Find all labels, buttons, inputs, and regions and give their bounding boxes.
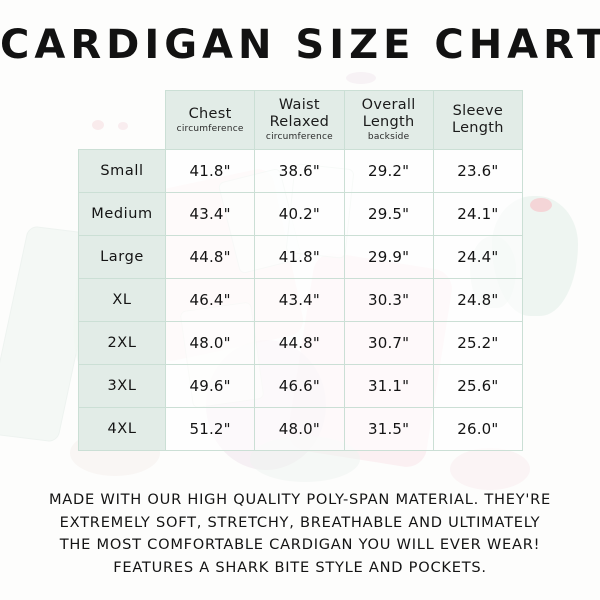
cell-chest: 44.8" <box>164 235 256 279</box>
description-line: MADE WITH OUR HIGH QUALITY POLY-SPAN MAT… <box>48 491 552 508</box>
table-row: XL 46.4" 43.4" 30.3" 24.8" <box>78 278 524 322</box>
cell-sleeve: 24.1" <box>432 192 524 236</box>
table-corner-cell <box>78 90 166 150</box>
table-row: 2XL 48.0" 44.8" 30.7" 25.2" <box>78 321 524 365</box>
row-size-label: 3XL <box>78 364 166 408</box>
cell-waist: 38.6" <box>254 149 345 193</box>
cell-chest: 49.6" <box>164 364 256 408</box>
cell-length: 31.5" <box>343 407 434 451</box>
table-body: Small 41.8" 38.6" 29.2" 23.6" Medium 43.… <box>78 149 524 451</box>
row-size-label: Small <box>78 149 166 193</box>
cell-chest: 51.2" <box>164 407 256 451</box>
cell-waist: 43.4" <box>254 278 345 322</box>
column-header-sleeve-length-label-line2: Length <box>451 120 504 136</box>
table-header: Chest circumference Waist Relaxed circum… <box>78 90 524 150</box>
cell-sleeve: 23.6" <box>432 149 524 193</box>
row-size-label: XL <box>78 278 166 322</box>
cell-waist: 48.0" <box>254 407 345 451</box>
watermark-dot <box>346 72 376 84</box>
size-chart-table-container: Chest circumference Waist Relaxed circum… <box>78 90 524 451</box>
column-header-sleeve-length-label-line1: Sleeve <box>452 103 504 119</box>
cell-waist: 46.6" <box>254 364 345 408</box>
watermark-dot <box>450 448 530 490</box>
table-row: Medium 43.4" 40.2" 29.5" 24.1" <box>78 192 524 236</box>
page-title: CARDIGAN SIZE CHART <box>0 22 600 68</box>
table-row: 4XL 51.2" 48.0" 31.5" 26.0" <box>78 407 524 451</box>
cell-length: 30.7" <box>343 321 434 365</box>
row-size-label: Medium <box>78 192 166 236</box>
row-size-label: 4XL <box>78 407 166 451</box>
column-header-waist-label-line1: Waist <box>278 97 320 113</box>
column-header-chest: Chest circumference <box>164 90 256 150</box>
cell-length: 31.1" <box>343 364 434 408</box>
description-line: THE MOST COMFORTABLE CARDIGAN YOU WILL E… <box>59 536 541 553</box>
column-header-waist-sublabel: circumference <box>265 132 333 142</box>
column-header-chest-sublabel: circumference <box>176 123 244 134</box>
cell-chest: 46.4" <box>164 278 256 322</box>
cell-sleeve: 25.2" <box>432 321 524 365</box>
cell-sleeve: 25.6" <box>432 364 524 408</box>
table-header-row: Chest circumference Waist Relaxed circum… <box>78 90 524 150</box>
cell-sleeve: 26.0" <box>432 407 524 451</box>
column-header-overall-length-label-line1: Overall <box>361 97 416 113</box>
cell-length: 29.2" <box>343 149 434 193</box>
cell-length: 30.3" <box>343 278 434 322</box>
description-line: FEATURES A SHARK BITE STYLE AND POCKETS. <box>113 558 487 576</box>
cell-waist: 41.8" <box>254 235 345 279</box>
cell-waist: 40.2" <box>254 192 345 236</box>
cell-length: 29.9" <box>343 235 434 279</box>
cell-chest: 48.0" <box>164 321 256 365</box>
column-header-waist-label-line2: Relaxed <box>269 114 330 130</box>
cell-chest: 43.4" <box>164 192 256 236</box>
column-header-waist: Waist Relaxed circumference <box>254 90 345 150</box>
row-size-label: Large <box>78 235 166 279</box>
column-header-overall-length-label-line2: Length <box>362 114 415 130</box>
size-chart-table: Chest circumference Waist Relaxed circum… <box>78 90 524 451</box>
column-header-overall-length: Overall Length backside <box>343 90 434 150</box>
product-description: MADE WITH OUR HIGH QUALITY POLY-SPAN MAT… <box>0 489 600 579</box>
cell-sleeve: 24.4" <box>432 235 524 279</box>
table-row: Small 41.8" 38.6" 29.2" 23.6" <box>78 149 524 193</box>
column-header-overall-length-sublabel: backside <box>367 132 410 142</box>
column-header-chest-label: Chest <box>188 105 232 122</box>
row-size-label: 2XL <box>78 321 166 365</box>
description-line: EXTREMELY SOFT, STRETCHY, BREATHABLE AND… <box>59 513 541 531</box>
cell-length: 29.5" <box>343 192 434 236</box>
cell-waist: 44.8" <box>254 321 345 365</box>
table-row: Large 44.8" 41.8" 29.9" 24.4" <box>78 235 524 279</box>
cell-sleeve: 24.8" <box>432 278 524 322</box>
watermark-flower-icon <box>530 198 552 212</box>
column-header-sleeve-length: Sleeve Length <box>432 90 524 150</box>
table-row: 3XL 49.6" 46.6" 31.1" 25.6" <box>78 364 524 408</box>
cell-chest: 41.8" <box>164 149 256 193</box>
